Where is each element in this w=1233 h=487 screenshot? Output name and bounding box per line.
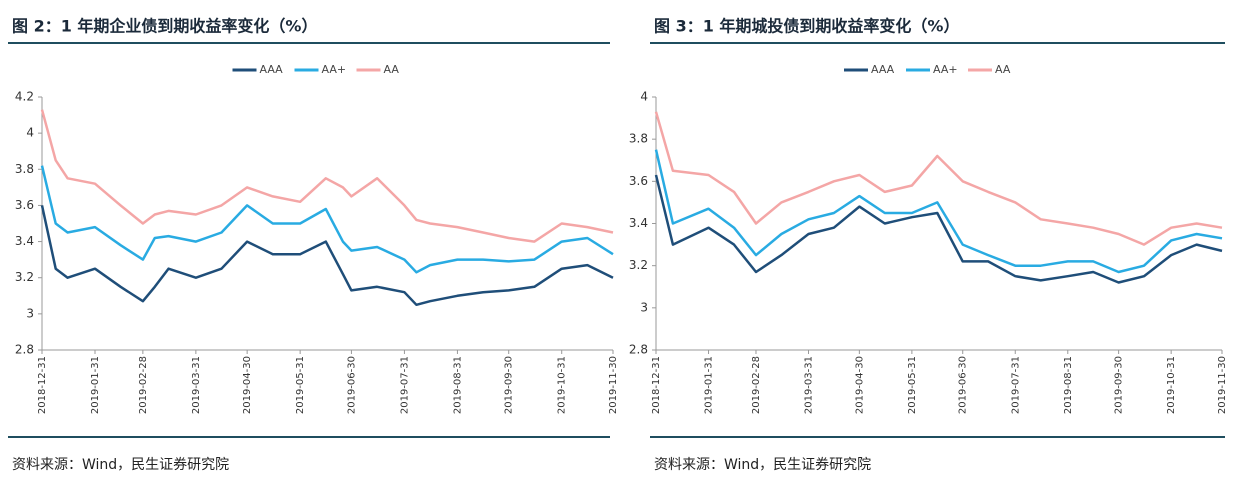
x-tick-label: 2019-04-30	[854, 356, 865, 414]
y-tick-label: 3.8	[629, 132, 648, 146]
y-tick-label: 4.2	[15, 90, 34, 104]
legend-label: AAA	[260, 63, 284, 76]
y-tick-label: 2.8	[629, 343, 648, 357]
series-line	[654, 174, 1223, 284]
x-tick-label: 2019-01-31	[90, 356, 101, 414]
y-tick-label: 4	[640, 90, 648, 104]
series-line	[40, 109, 614, 243]
legend-label: AA+	[933, 63, 958, 76]
x-tick-label: 2019-04-30	[242, 356, 253, 414]
x-tick-label: 2019-11-30	[1217, 356, 1228, 414]
x-tick-label: 2019-10-31	[1166, 356, 1177, 414]
y-tick-label: 3.6	[15, 198, 34, 212]
x-tick-label: 2019-02-28	[138, 356, 149, 414]
x-tick-label: 2019-03-31	[804, 356, 815, 414]
legend-label: AA	[995, 63, 1011, 76]
series-line	[654, 111, 1223, 246]
y-tick-label: 3.6	[629, 174, 648, 188]
y-tick-label: 3.2	[629, 258, 648, 272]
x-tick-label: 2019-01-31	[704, 356, 715, 414]
x-tick-label: 2019-02-28	[751, 356, 762, 414]
x-tick-label: 2019-06-30	[346, 356, 357, 414]
x-tick-label: 2019-11-30	[608, 356, 619, 414]
x-tick-label: 2019-09-30	[1114, 356, 1125, 414]
y-tick-label: 3.4	[15, 234, 34, 248]
x-tick-label: 2019-08-31	[452, 356, 463, 414]
chart-title: 图 3：1 年期城投债到期收益率变化（%）	[654, 17, 959, 36]
series-line	[40, 165, 614, 274]
y-tick-label: 3	[640, 300, 648, 314]
y-tick-label: 3.4	[629, 216, 648, 230]
y-tick-label: 3	[26, 306, 34, 320]
legend-label: AA+	[322, 63, 347, 76]
source-note: 资料来源：Wind，民生证券研究院	[654, 457, 871, 473]
x-tick-label: 2019-08-31	[1063, 356, 1074, 414]
x-tick-label: 2018-12-31	[651, 356, 662, 414]
y-tick-label: 3.8	[15, 162, 34, 176]
legend-label: AA	[384, 63, 400, 76]
legend-label: AAA	[871, 63, 895, 76]
series-line	[654, 149, 1223, 274]
y-tick-label: 4	[26, 126, 34, 140]
y-tick-label: 2.8	[15, 343, 34, 357]
y-tick-label: 3.2	[15, 270, 34, 284]
source-note: 资料来源：Wind，民生证券研究院	[12, 457, 229, 473]
x-tick-label: 2019-03-31	[191, 356, 202, 414]
x-tick-label: 2019-06-30	[958, 356, 969, 414]
chart-title: 图 2：1 年期企业债到期收益率变化（%）	[12, 17, 317, 36]
x-tick-label: 2019-09-30	[504, 356, 515, 414]
x-tick-label: 2018-12-31	[37, 356, 48, 414]
x-tick-label: 2019-07-31	[399, 356, 410, 414]
x-tick-label: 2019-07-31	[1010, 356, 1021, 414]
x-tick-label: 2019-05-31	[907, 356, 918, 414]
x-tick-label: 2019-10-31	[557, 356, 568, 414]
series-line	[40, 205, 614, 307]
x-tick-label: 2019-05-31	[295, 356, 306, 414]
